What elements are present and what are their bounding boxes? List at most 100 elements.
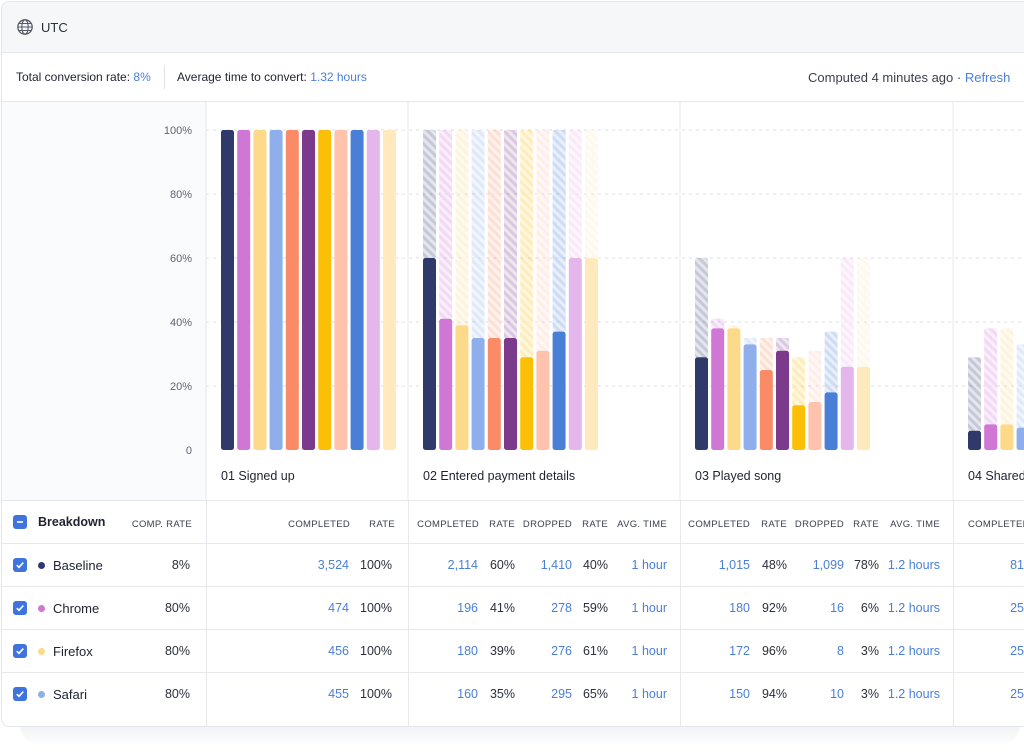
step3-avg-time-cell[interactable]: 1.2 hours [887,687,940,701]
step3-dropped-cell[interactable]: 1,099 [812,558,844,572]
step1-rate-header[interactable]: RATE [369,519,395,530]
conversion-bar[interactable] [237,130,251,450]
conversion-bar[interactable] [269,130,283,450]
timezone-label[interactable]: UTC [41,20,68,35]
step2-drop-rate-header[interactable]: RATE [582,519,608,530]
conversion-bar[interactable] [504,338,517,450]
conversion-bar[interactable] [285,130,299,450]
step2-completed-cell[interactable]: 160 [457,687,478,701]
breakdown-header[interactable]: Breakdown [38,515,106,529]
conversion-bar[interactable] [727,328,741,450]
conversion-bar[interactable] [318,130,332,450]
step3-dropped-cell[interactable]: 8 [837,644,844,658]
step2-completed-header[interactable]: COMPLETED [417,519,479,530]
row-checkbox[interactable] [13,644,27,658]
conversion-bar[interactable] [1000,424,1014,450]
step2-avg-time-cell[interactable]: 1 hour [631,558,667,572]
table-row[interactable]: Safari 80% 455 100% 160 35% 295 65% 1 hour 150 94%… [2,672,1024,715]
conversion-bar[interactable] [695,357,708,450]
step2-dropped-cell[interactable]: 276 [551,644,572,658]
step2-completed-cell[interactable]: 196 [457,601,478,615]
refresh-link[interactable]: Refresh [964,70,1011,85]
globe-icon[interactable] [16,18,34,36]
conversion-bar[interactable] [776,350,789,450]
dropoff-bar-hatch [727,325,741,329]
conversion-bar[interactable] [423,258,436,450]
conversion-bar[interactable] [759,370,773,450]
conversion-bar[interactable] [366,130,380,450]
conversion-bar[interactable] [840,366,854,450]
conversion-bar[interactable] [743,344,757,450]
conversion-bar[interactable] [520,357,534,450]
conversion-bar[interactable] [1016,427,1024,450]
y-tick-label: 40% [170,317,192,329]
step2-completed-cell[interactable]: 2,114 [447,558,478,572]
step2-avg-time-header[interactable]: AVG. TIME [617,519,667,530]
conversion-bar[interactable] [350,130,364,450]
conversion-bar[interactable] [221,130,234,450]
step4-completed-header[interactable]: COMPLETED [968,519,1024,530]
step3-dropped-cell[interactable]: 10 [830,687,844,701]
step3-completed-cell[interactable]: 172 [729,644,750,658]
step2-avg-time-cell[interactable]: 1 hour [631,687,667,701]
step2-rate-header[interactable]: RATE [489,519,515,530]
conversion-bar[interactable] [968,430,981,450]
step2-dropped-cell[interactable]: 295 [551,687,572,701]
conversion-bar[interactable] [334,130,348,450]
row-checkbox[interactable] [13,687,27,701]
step4-completed-cell[interactable]: 25 [1010,601,1024,615]
conversion-bar[interactable] [471,338,485,450]
conversion-bar[interactable] [487,338,501,450]
step3-drop-rate-header[interactable]: RATE [853,519,879,530]
conversion-bar[interactable] [711,328,725,450]
step2-avg-time-cell[interactable]: 1 hour [631,601,667,615]
step1-completed-cell[interactable]: 3,524 [317,558,349,572]
step3-avg-time-header[interactable]: AVG. TIME [890,519,940,530]
step2-avg-time-cell[interactable]: 1 hour [631,644,667,658]
step3-completed-header[interactable]: COMPLETED [688,519,750,530]
conversion-bar[interactable] [568,258,582,450]
step1-completed-cell[interactable]: 456 [328,644,349,658]
step2-completed-cell[interactable]: 180 [457,644,478,658]
step4-completed-cell[interactable]: 25 [1010,644,1024,658]
step2-rate-cell: 60% [489,558,515,572]
step3-dropped-cell[interactable]: 16 [830,601,844,615]
conversion-bar[interactable] [552,331,566,450]
conversion-bar[interactable] [857,366,870,450]
comp-rate-header[interactable]: COMP. RATE [131,519,192,530]
step3-completed-cell[interactable]: 1,015 [718,558,750,572]
conversion-bar[interactable] [808,402,822,450]
conversion-bar[interactable] [585,258,598,450]
step2-dropped-header[interactable]: DROPPED [522,519,572,530]
conversion-bar[interactable] [792,405,806,450]
step3-dropped-header[interactable]: DROPPED [794,519,844,530]
conversion-bar[interactable] [439,318,453,450]
step2-dropped-cell[interactable]: 1,410 [540,558,572,572]
step4-completed-cell[interactable]: 25 [1010,687,1024,701]
step4-completed-cell[interactable]: 81 [1010,558,1024,572]
conversion-bar[interactable] [536,350,550,450]
step3-completed-cell[interactable]: 180 [729,601,750,615]
conversion-bar[interactable] [824,392,838,450]
conversion-bar[interactable] [383,130,396,450]
step3-avg-time-cell[interactable]: 1.2 hours [887,644,940,658]
conversion-bar[interactable] [302,130,315,450]
step3-completed-cell[interactable]: 150 [729,687,750,701]
conversion-bar[interactable] [455,325,469,450]
step1-completed-cell[interactable]: 474 [328,601,349,615]
step3-rate-cell: 96% [761,644,787,658]
row-checkbox[interactable] [13,558,27,572]
row-checkbox[interactable] [13,601,27,615]
table-row[interactable]: Firefox 80% 456 100% 180 39% 276 61% 1 hour 172 96… [2,629,1024,672]
conversion-bar[interactable] [984,424,998,450]
step3-avg-time-cell[interactable]: 1.2 hours [887,601,940,615]
step1-completed-cell[interactable]: 455 [328,687,349,701]
breakdown-select-all-checkbox[interactable] [13,515,27,529]
step2-dropped-cell[interactable]: 278 [551,601,572,615]
table-row[interactable]: Chrome 80% 474 100% 196 41% 278 59% 1 hour 180 92%… [2,586,1024,629]
conversion-bar[interactable] [253,130,267,450]
step1-completed-header[interactable]: COMPLETED [288,519,350,530]
table-row[interactable]: Baseline 8% 3,524 100% 2,114 60% 1,410 40% 1 hou… [2,543,1024,586]
step3-rate-header[interactable]: RATE [761,519,787,530]
step3-avg-time-cell[interactable]: 1.2 hours [887,558,940,572]
